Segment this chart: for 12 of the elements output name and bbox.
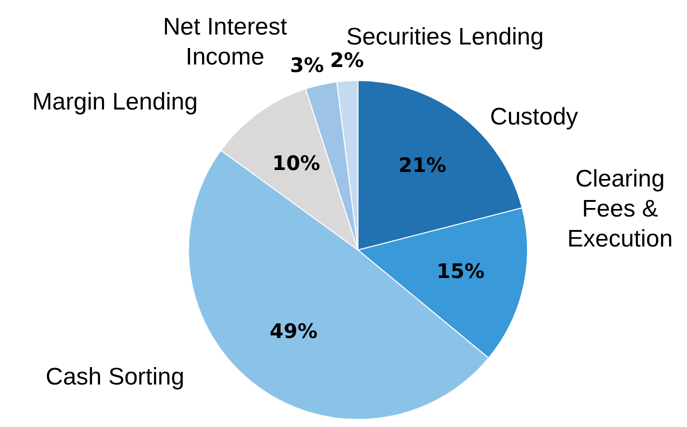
- slice-label: Margin Lending: [32, 88, 198, 116]
- slice-label: Net Interest Income: [162, 14, 288, 71]
- slice-label: Clearing Fees & Execution: [567, 166, 673, 253]
- data-label: 49%: [270, 319, 318, 344]
- data-label: 3%: [290, 53, 324, 78]
- slice-label: Securities Lending: [346, 24, 544, 51]
- data-label: 2%: [330, 48, 364, 72]
- data-label: 10%: [272, 151, 320, 176]
- data-label: 21%: [398, 153, 446, 178]
- slice-label: Cash Sorting: [46, 364, 184, 391]
- slice-label: Custody: [490, 104, 578, 131]
- data-label: 15%: [436, 259, 484, 284]
